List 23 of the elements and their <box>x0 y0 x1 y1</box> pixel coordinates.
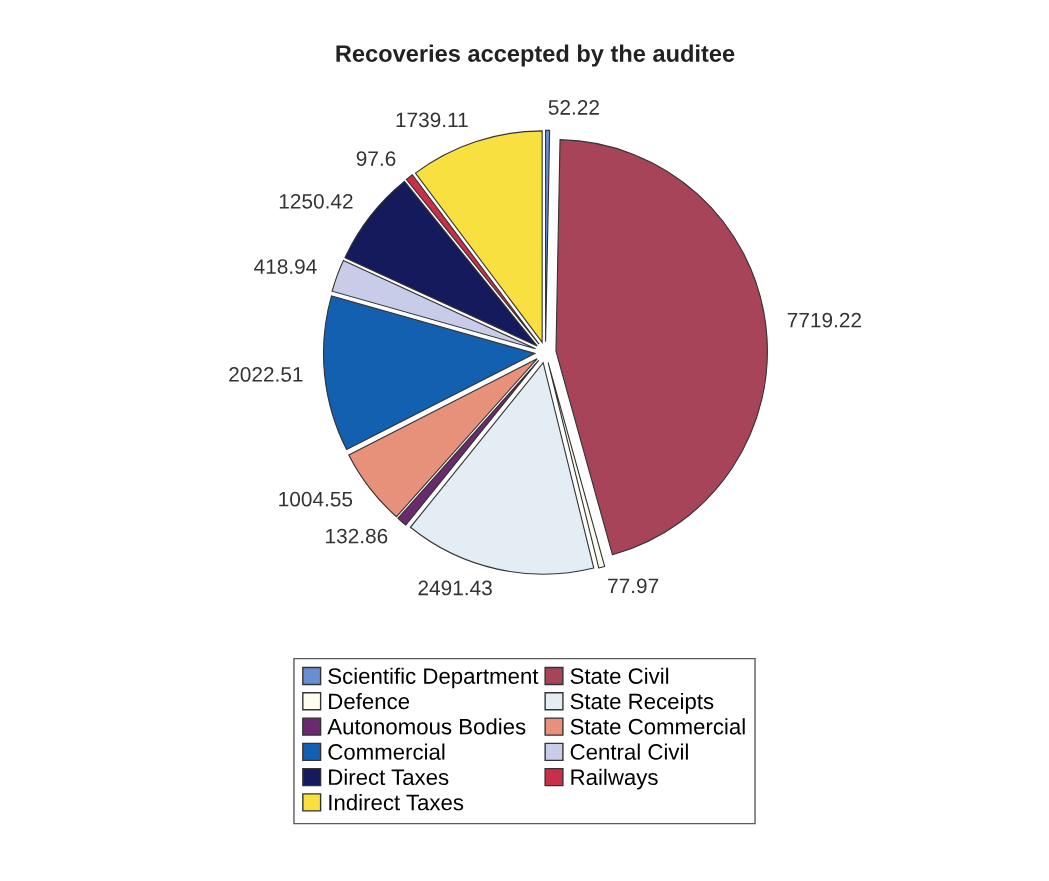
legend-label: Indirect Taxes <box>329 794 464 811</box>
legend-label: Railways <box>571 768 658 790</box>
data-label: 1739.11 <box>396 112 468 128</box>
chart-title: Recoveries accepted by the auditee <box>336 44 735 67</box>
legend-label: Central Civil <box>570 743 688 760</box>
data-label: 2491.43 <box>418 580 492 596</box>
legend-label: Autonomous Bodies <box>327 718 526 735</box>
legend-label: State Commercial <box>570 718 745 735</box>
data-label: 97.6 <box>356 151 396 166</box>
data-label: 418.94 <box>254 259 317 274</box>
legend-label: State Receipts <box>570 692 714 714</box>
data-label: 2022.51 <box>229 367 303 382</box>
legend-label: State Civil <box>570 667 669 684</box>
legend-label: Direct Taxes <box>329 768 449 786</box>
legend-label: Commercial <box>328 743 445 760</box>
data-label: 1250.42 <box>279 193 353 209</box>
data-label: 1004.55 <box>279 491 353 507</box>
data-label: 52.22 <box>548 100 599 115</box>
legend-label: Defence <box>329 692 410 710</box>
data-label: 77.97 <box>608 578 659 594</box>
data-label: 7719.22 <box>787 312 861 328</box>
data-label: 132.86 <box>326 528 388 544</box>
legend-label: Scientific Department <box>328 667 539 689</box>
